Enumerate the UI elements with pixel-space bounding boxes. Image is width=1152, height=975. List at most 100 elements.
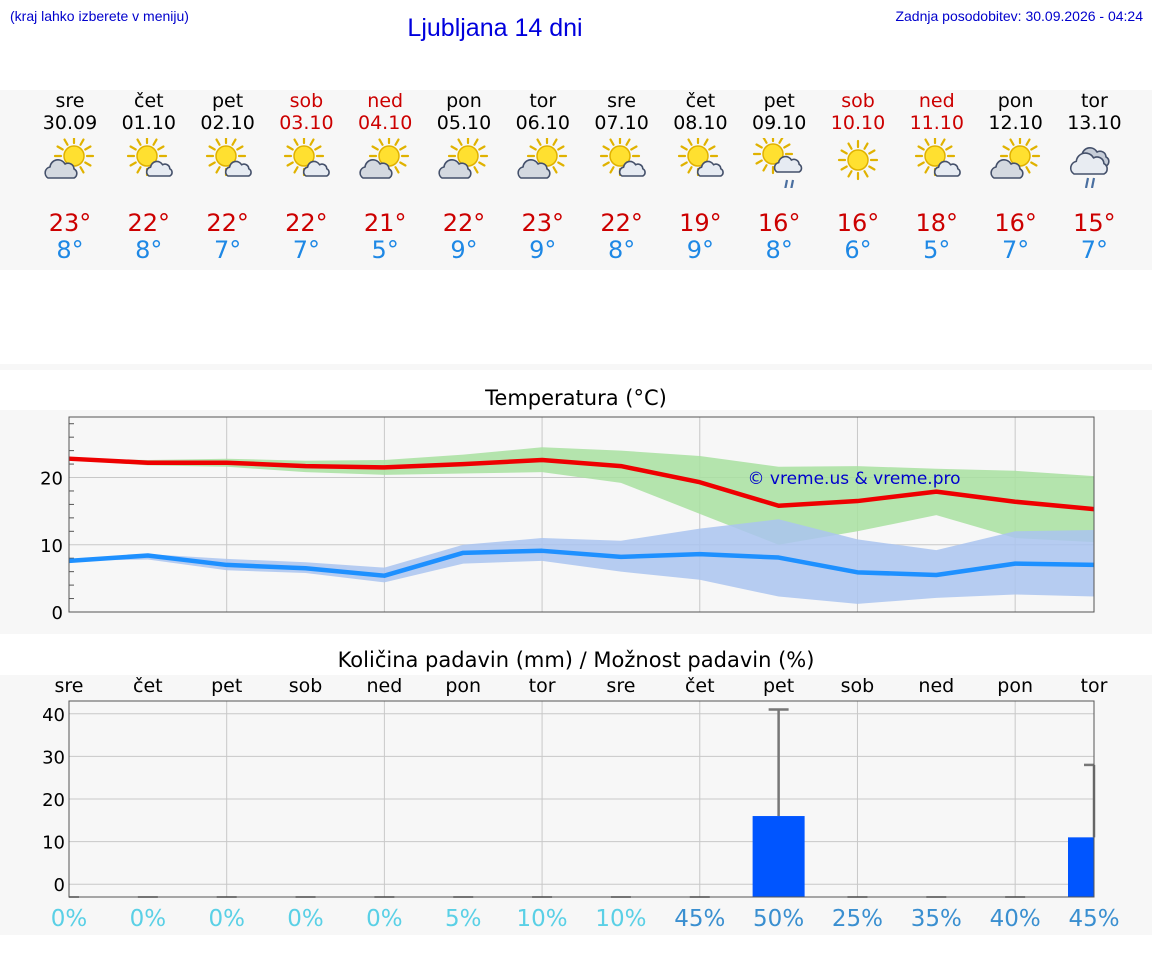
day-label: pet	[763, 675, 794, 697]
temperature-chart: 0 10 20 © vreme.us & vreme.pro	[40, 416, 1095, 624]
max-temp: 18°	[915, 209, 959, 237]
day-column: tor 06.10 23° 9°	[503, 90, 583, 264]
precip-chance-label: 40%	[990, 906, 1041, 932]
plot-frame	[68, 416, 1095, 613]
day-label: ned	[918, 675, 954, 697]
day-name: ned	[367, 90, 404, 112]
sun-cloud-icon	[359, 138, 410, 179]
precip-chance-label: 35%	[911, 906, 962, 932]
max-temp: 21°	[363, 209, 407, 237]
daily-forecast-strip: sre 30.09 23° 8° čet 01.10 22° 8° pet 02.10 22° 7° s…	[0, 90, 1152, 270]
day-column: pon 05.10 22° 9°	[424, 90, 504, 264]
max-temp: 16°	[836, 209, 880, 237]
min-temp: 8°	[607, 236, 636, 264]
day-column: pet 02.10 22° 7°	[188, 90, 268, 264]
max-temp: 16°	[994, 209, 1037, 237]
y-tick-label: 0	[52, 603, 63, 624]
min-temp: 6°	[844, 236, 872, 264]
day-column: čet 01.10 22° 8°	[109, 90, 189, 264]
day-column: sob 03.10 22° 7°	[266, 90, 346, 264]
day-column: ned 04.10 21° 5°	[345, 90, 425, 264]
sun-small-cloud-icon	[284, 138, 331, 177]
precip-chance-label: 0%	[208, 906, 245, 932]
day-name: pon	[997, 90, 1034, 112]
day-label: sre	[55, 675, 84, 697]
sun-small-cloud-icon	[126, 138, 173, 177]
plot-frame	[68, 700, 1095, 898]
precip-chance-label: 0%	[287, 906, 324, 932]
day-date: 07.10	[594, 112, 649, 134]
min-temp: 8°	[765, 236, 793, 264]
day-column: pet 09.10 16° 8°	[739, 90, 819, 264]
day-date: 06.10	[515, 112, 570, 134]
min-temp: 8°	[135, 236, 163, 264]
day-label: ned	[366, 675, 402, 697]
day-column: pon 12.10 16° 7°	[976, 90, 1056, 264]
sun-cloud-rain-icon	[753, 138, 803, 188]
day-label: čet	[685, 675, 715, 697]
day-date: 12.10	[988, 112, 1043, 134]
max-temp-line	[68, 456, 1095, 512]
precip-bar	[752, 816, 805, 897]
day-date: 10.10	[830, 112, 886, 134]
sun-small-cloud-icon	[678, 138, 725, 177]
day-column: čet 08.10 19° 9°	[660, 90, 740, 264]
day-date: 09.10	[751, 112, 807, 134]
precip-chance-label: 0%	[366, 906, 403, 932]
day-name: sob	[841, 90, 875, 112]
max-temp-range-band	[69, 447, 1094, 545]
min-temp: 7°	[213, 236, 242, 264]
day-date: 02.10	[200, 112, 255, 134]
cloud-rain-icon	[1070, 147, 1110, 188]
day-date: 08.10	[673, 112, 728, 134]
max-temp: 22°	[206, 209, 249, 237]
day-label: pon	[445, 675, 481, 697]
y-tick-label: 10	[40, 536, 63, 557]
min-temp: 7°	[1001, 236, 1030, 264]
precip-chance-label: 5%	[445, 906, 482, 932]
day-name: čet	[685, 90, 716, 112]
day-label: sob	[289, 675, 323, 697]
y-tick-label: 0	[54, 875, 65, 896]
day-label: tor	[1081, 675, 1108, 697]
sun-cloud-icon	[517, 138, 567, 179]
day-name: tor	[529, 90, 557, 112]
y-tick-label: 20	[42, 790, 65, 811]
precip-chance-label: 0%	[51, 906, 88, 932]
day-label: sre	[606, 675, 635, 697]
last-update-text: Zadnja posodobitev: 30.09.2026 - 04:24	[895, 8, 1143, 24]
day-column: sob 10.10 16° 6°	[818, 90, 898, 264]
min-temp-line	[68, 548, 1095, 578]
day-date: 11.10	[909, 112, 964, 134]
max-temp: 22°	[285, 209, 328, 237]
day-column: sre 30.09 23° 8°	[30, 90, 110, 264]
day-label: čet	[133, 675, 163, 697]
day-date: 01.10	[121, 112, 176, 134]
precip-chance-label: 0%	[130, 906, 167, 932]
min-temp: 7°	[1080, 236, 1109, 264]
precip-chance-label: 25%	[832, 906, 883, 932]
location-menu-note[interactable]: (kraj lahko izberete v meniju)	[10, 8, 189, 24]
sun-small-cloud-icon	[599, 138, 646, 177]
sun-small-cloud-icon	[914, 138, 961, 177]
min-temp: 7°	[292, 236, 321, 264]
min-temp: 5°	[923, 236, 951, 264]
max-temp: 16°	[757, 209, 801, 237]
min-temp: 5°	[371, 236, 399, 264]
day-name: pet	[211, 90, 244, 112]
min-temp: 8°	[56, 236, 84, 264]
temperature-chart-panel: 0 10 20 © vreme.us & vreme.pro	[0, 410, 1152, 634]
min-temp-range-band	[69, 519, 1094, 604]
day-label: sob	[841, 675, 875, 697]
precip-chance-label: 50%	[753, 906, 804, 932]
day-name: tor	[1080, 90, 1108, 112]
day-label: pon	[997, 675, 1033, 697]
day-label: tor	[529, 675, 556, 697]
sun-icon	[837, 139, 879, 181]
precip-chance-label: 10%	[595, 906, 646, 932]
y-tick-label: 30	[42, 747, 65, 768]
day-name: čet	[134, 90, 164, 112]
day-name: pon	[446, 90, 482, 112]
precipitation-chart: sre čet pet sob ned pon tor sre čet pet sob ned pon t…	[42, 675, 1119, 932]
min-temp: 9°	[529, 236, 557, 264]
